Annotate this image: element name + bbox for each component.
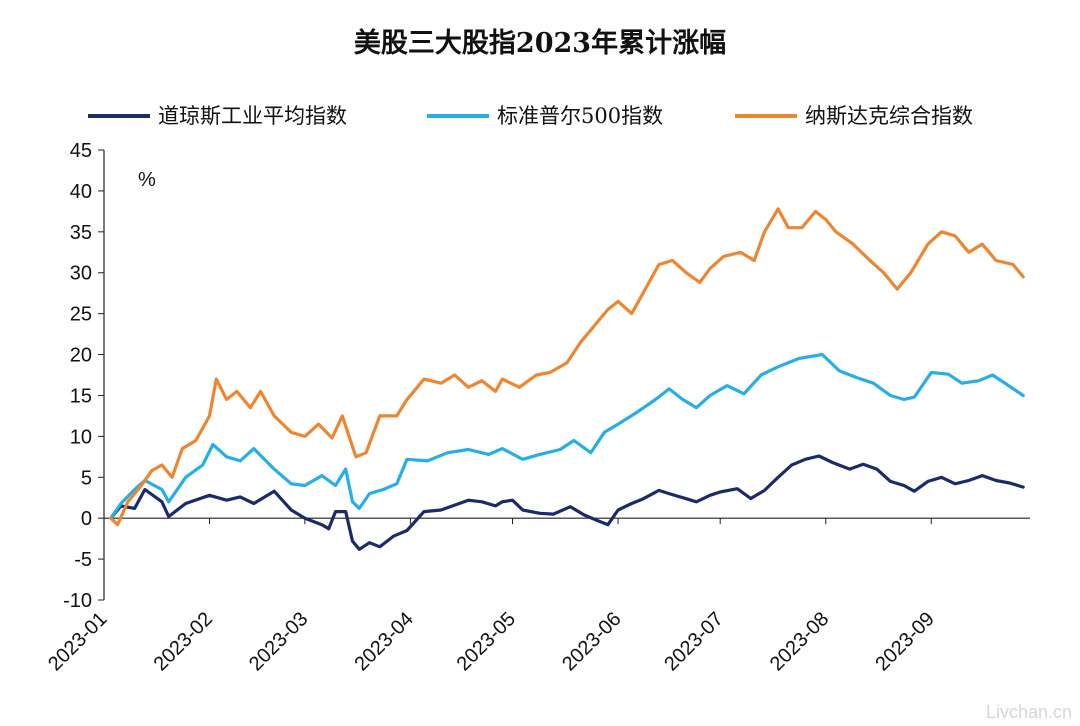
series-line-0: [109, 454, 1025, 551]
x-tick-label: 2023-06: [558, 608, 625, 675]
y-tick-label: 25: [70, 304, 92, 326]
y-tick-label: 40: [70, 181, 92, 203]
legend-label-2: 纳斯达克综合指数: [805, 104, 973, 128]
y-tick-label: 5: [81, 467, 92, 489]
x-tick-label: 2023-05: [453, 608, 520, 675]
legend-label-1: 标准普尔500指数: [497, 104, 663, 128]
series-line-2: [109, 207, 1025, 527]
chart-legend: 道琼斯工业平均指数 标准普尔500指数 纳斯达克综合指数: [88, 104, 973, 128]
y-tick-label: -10: [63, 590, 92, 612]
x-tick-label: 2023-03: [245, 608, 312, 675]
x-tick-label: 2023-04: [350, 608, 417, 675]
series-line-1: [109, 352, 1025, 520]
x-tick-label: 2023-02: [150, 608, 217, 675]
chart-title: 美股三大股指2023年累计涨幅: [354, 27, 726, 59]
legend-label-0: 道琼斯工业平均指数: [158, 104, 347, 128]
watermark-text: Livchan.cn: [986, 702, 1072, 722]
unit-label: %: [138, 169, 156, 191]
y-tick-label: 20: [70, 345, 92, 367]
chart-series: [109, 207, 1025, 551]
x-tick-label: 2023-08: [766, 608, 833, 675]
y-tick-label: 15: [70, 385, 92, 407]
y-tick-label: 45: [70, 140, 92, 162]
x-tick-label: 2023-01: [44, 608, 111, 675]
y-tick-label: 10: [70, 426, 92, 448]
chart-axes: -10 -5 0 5 10 15 20 25 30 35 40 45 2023-01 2023-02 202…: [44, 140, 1030, 675]
y-tick-label: 0: [81, 508, 92, 530]
y-tick-label: 35: [70, 222, 92, 244]
x-tick-label: 2023-09: [871, 608, 938, 675]
x-tick-label: 2023-07: [660, 608, 727, 675]
y-tick-label: -5: [74, 549, 92, 571]
y-tick-label: 30: [70, 263, 92, 285]
